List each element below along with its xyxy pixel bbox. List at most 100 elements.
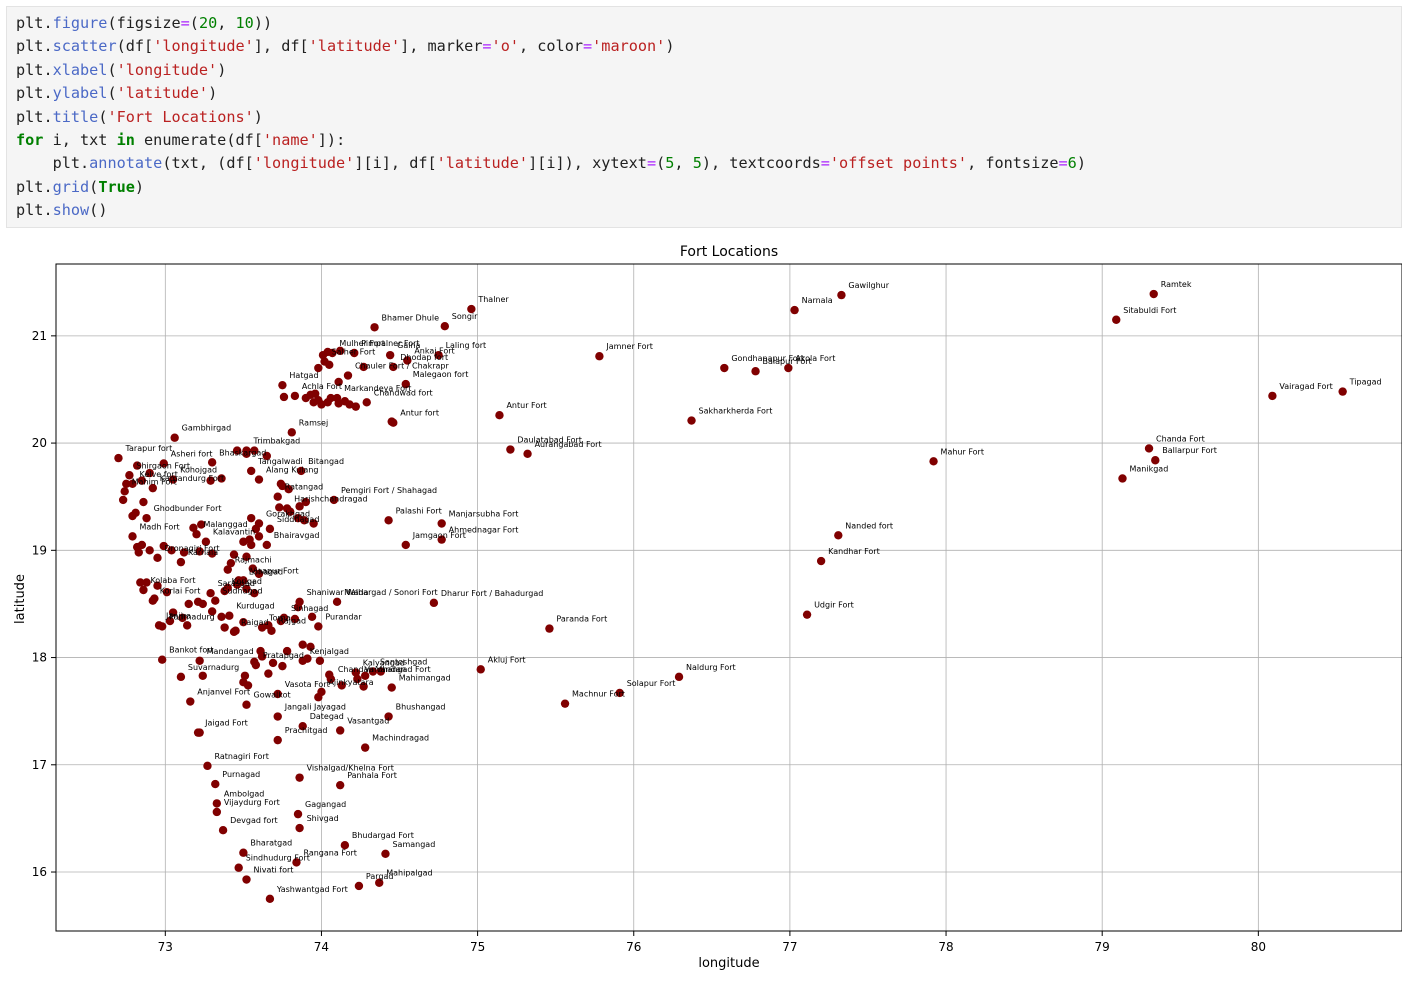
x-tick-label: 76 — [626, 940, 641, 954]
output-area: Fort Locations Ramtek Gawilghur Narnala Sit… — [0, 228, 1402, 992]
point-label: Mahimangad — [399, 674, 451, 683]
point-label: Purnagad — [222, 770, 260, 779]
data-point — [1268, 391, 1277, 401]
code-token: () — [89, 201, 108, 220]
point-label: Rajmachi — [235, 556, 272, 565]
code-token: True — [98, 177, 135, 196]
point-label: Narnala — [802, 296, 833, 305]
data-point — [284, 484, 293, 494]
data-point — [257, 623, 267, 632]
point-label: Machnur Fort — [572, 690, 625, 699]
code-token: for — [16, 131, 44, 150]
point-label: Ankai Fort — [414, 347, 454, 356]
point-label: Aurangabad Fort — [535, 440, 602, 449]
data-point — [242, 552, 251, 561]
data-point — [335, 780, 345, 790]
point-label: Sarasgad — [218, 579, 255, 588]
point-label: Balapur Fort — [763, 357, 812, 366]
data-point — [240, 671, 250, 680]
point-label: Manjarsubha Fort — [449, 510, 519, 519]
point-label: Bhamer Dhule — [382, 313, 440, 322]
point-label: Trimbakgad — [253, 437, 301, 446]
point-label: Nivati fort — [254, 866, 294, 875]
code-token: 'latitude' — [308, 37, 401, 56]
data-point — [157, 622, 167, 631]
point-label: Kolaba Fort — [150, 576, 195, 585]
x-tick-label: 74 — [314, 940, 329, 954]
x-tick-label: 77 — [782, 940, 797, 954]
data-point — [351, 402, 361, 411]
point-label: Shirgaon Fort — [136, 461, 190, 470]
point-label: Ballarpur Fort — [1162, 446, 1217, 455]
code-line: plt.scatter(df['longitude'], df['latitud… — [16, 37, 674, 55]
code-token: 'name' — [262, 131, 318, 150]
code-token: annotate — [89, 154, 163, 173]
point-label: Korlai Fort — [160, 587, 201, 596]
x-ticks: 73 74 75 76 77 78 79 80 — [158, 931, 1266, 954]
data-point — [145, 546, 154, 555]
data-point — [239, 576, 248, 585]
code-token: 5 — [665, 154, 675, 173]
data-point — [687, 416, 696, 425]
data-point — [212, 799, 222, 808]
point-label: Visapur Fort — [250, 566, 298, 575]
point-label: Suvarnadurg — [188, 663, 239, 672]
data-point — [298, 640, 307, 649]
point-label: Mahim Fort — [132, 477, 177, 486]
point-label: Chauler Fort / Chakrapr — [355, 362, 449, 371]
data-point — [332, 393, 342, 403]
code-token: ) — [217, 60, 227, 79]
point-label: Palashi Fort — [396, 506, 442, 515]
point-label: Madh Fort — [140, 522, 180, 531]
data-point — [229, 550, 239, 559]
point-label: Antur fort — [400, 409, 439, 418]
data-point — [243, 681, 253, 690]
data-point — [1149, 289, 1158, 299]
y-tick-label: 16 — [32, 865, 47, 879]
point-label: Purandar — [325, 612, 362, 621]
point-label: Pimpalner Fort — [361, 339, 419, 348]
data-point — [282, 504, 292, 513]
code-token: 'longitude' — [153, 37, 254, 56]
data-point — [232, 446, 242, 455]
data-point — [354, 881, 364, 891]
data-point — [298, 721, 307, 731]
point-label: Karnala — [188, 548, 218, 557]
code-token: , fontsize — [967, 154, 1059, 173]
x-tick-label: 78 — [938, 940, 953, 954]
data-point — [615, 688, 624, 698]
x-tick-label: 79 — [1095, 940, 1110, 954]
data-point — [189, 523, 198, 532]
point-label: Dronagiri Fort — [164, 544, 219, 553]
code-token: in — [116, 131, 135, 150]
data-point — [170, 433, 179, 442]
code-token: . — [43, 107, 53, 126]
point-label: Vasantgad — [347, 716, 389, 725]
point-label: Dharur Fort / Bahadurgad — [441, 589, 543, 598]
data-point — [334, 377, 343, 387]
y-tick-label: 17 — [32, 758, 47, 772]
point-label: Sinhagad — [291, 604, 328, 613]
code-token: (txt, (df[ — [162, 154, 254, 173]
data-point — [128, 511, 137, 521]
code-token: = — [646, 154, 657, 173]
data-point — [306, 390, 315, 400]
data-point — [265, 524, 275, 534]
code-token: ) — [665, 37, 675, 56]
data-point — [250, 446, 259, 455]
data-point — [293, 809, 303, 819]
point-label: Nanded fort — [845, 521, 893, 530]
code-token: , color — [518, 37, 583, 56]
data-point — [1338, 387, 1347, 396]
data-point — [350, 348, 359, 358]
data-point — [128, 479, 137, 489]
point-label: Shaniwar Wada — [307, 588, 369, 597]
point-label: Pemgiri Fort / Shahagad — [341, 486, 437, 495]
code-token: grid — [52, 177, 90, 196]
data-point — [375, 878, 384, 887]
data-point — [250, 589, 259, 598]
data-point — [784, 363, 793, 373]
code-token: 'longitude' — [253, 154, 355, 173]
code-cell[interactable]: plt.figure(figsize=(20, 10)) plt.scatter… — [6, 6, 1402, 228]
x-tick-label: 80 — [1251, 940, 1266, 954]
